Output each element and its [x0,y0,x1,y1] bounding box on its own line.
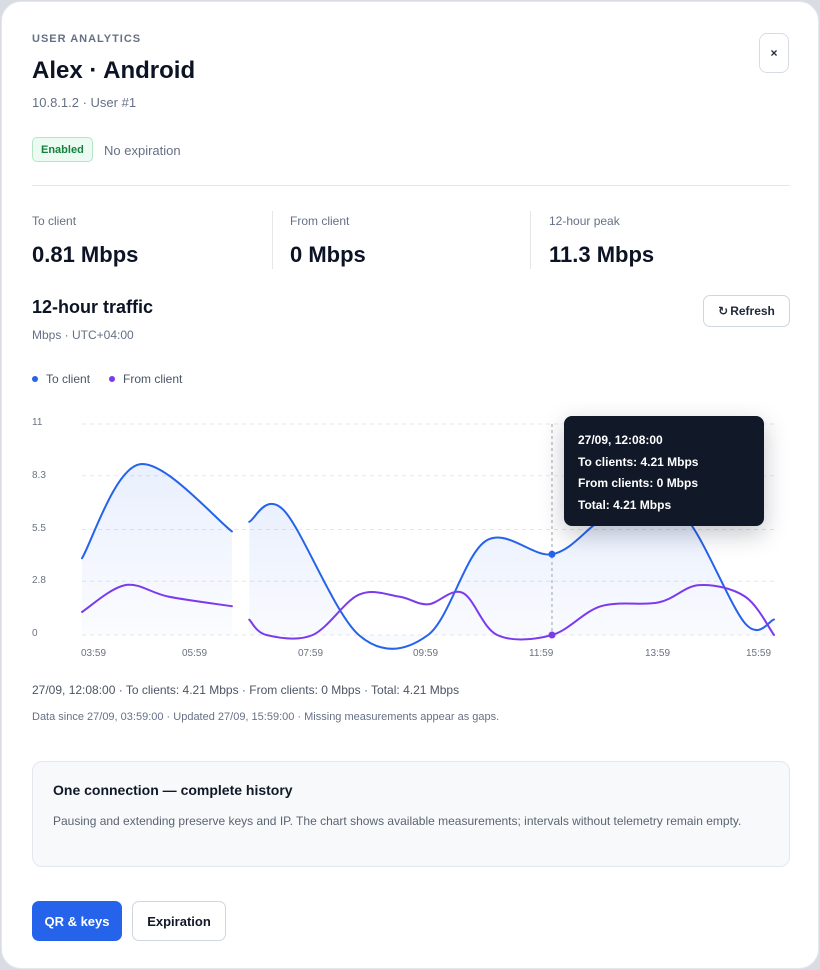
x-tick-label: 05:59 [182,648,208,659]
expiration-text: No expiration [104,143,181,158]
close-button[interactable]: × [759,33,789,73]
stat-divider [272,211,273,269]
refresh-label: Refresh [730,304,775,318]
y-tick-label: 11 [32,417,43,428]
x-tick-label: 07:59 [298,648,324,659]
tooltip-time: 27/09, 12:08:00 [578,433,663,447]
y-tick-label: 0 [32,628,38,639]
x-tick-label: 09:59 [413,648,439,659]
panel-title: Alex · Android [32,57,196,84]
chart-tooltip: 27/09, 12:08:00 To clients: 4.21 Mbps Fr… [564,416,764,526]
stat-from-client-label: From client [290,214,350,228]
refresh-button[interactable]: ↻ Refresh [703,295,790,327]
stat-to-client-label: To client [32,214,77,228]
info-text: Pausing and extending preserve keys and … [53,814,742,828]
status-badge: Enabled [32,137,93,162]
info-callout: One connection — complete history Pausin… [32,761,790,867]
series-area [249,500,774,649]
legend-item-to-client[interactable]: To client [32,372,90,386]
stat-peak-value: 11.3 Mbps [549,242,655,267]
info-title: One connection — complete history [53,782,293,798]
legend-dot [109,376,115,382]
chart-footnote: Data since 27/09, 03:59:00 · Updated 27/… [32,711,500,723]
traffic-subtitle: Mbps · UTC+04:00 [32,328,134,342]
close-icon: × [770,46,778,60]
y-tick-label: 5.5 [32,523,46,534]
stat-peak-label: 12-hour peak [549,214,620,228]
x-tick-label: 13:59 [645,648,671,659]
chart-readout: 27/09, 12:08:00 · To clients: 4.21 Mbps … [32,683,460,697]
x-tick-label: 15:59 [746,648,772,659]
panel-eyebrow: USER ANALYTICS [32,33,142,45]
traffic-title: 12-hour traffic [32,297,154,317]
expiration-button[interactable]: Expiration [132,901,226,941]
tooltip-total: Total: 4.21 Mbps [578,498,672,513]
qr-keys-button[interactable]: QR & keys [32,901,122,941]
series-line [248,584,775,641]
x-tick-label: 03:59 [81,648,107,659]
series-area [82,464,232,635]
highlight-point-from-client [548,631,556,639]
stat-to-client-value: 0.81 Mbps [32,242,139,267]
refresh-icon: ↻ [718,304,729,318]
stat-divider [530,211,531,269]
series-line [248,499,775,650]
x-tick-label: 11:59 [529,648,554,659]
stat-from-client-value: 0 Mbps [290,242,366,267]
legend-dot [32,376,38,382]
tooltip-to-clients: To clients: 4.21 Mbps [578,454,699,469]
y-tick-label: 2.8 [32,575,46,586]
divider [32,185,790,186]
highlight-point-to-client [548,550,556,558]
y-tick-label: 8.3 [32,470,46,481]
legend-label: To client [46,372,91,386]
legend-label: From client [123,372,183,386]
series-line [81,463,233,560]
legend-item-from-client[interactable]: From client [109,372,182,386]
tooltip-from-clients: From clients: 0 Mbps [578,476,699,491]
series-line [81,583,233,613]
panel-subtitle: 10.8.1.2 · User #1 [32,95,137,110]
